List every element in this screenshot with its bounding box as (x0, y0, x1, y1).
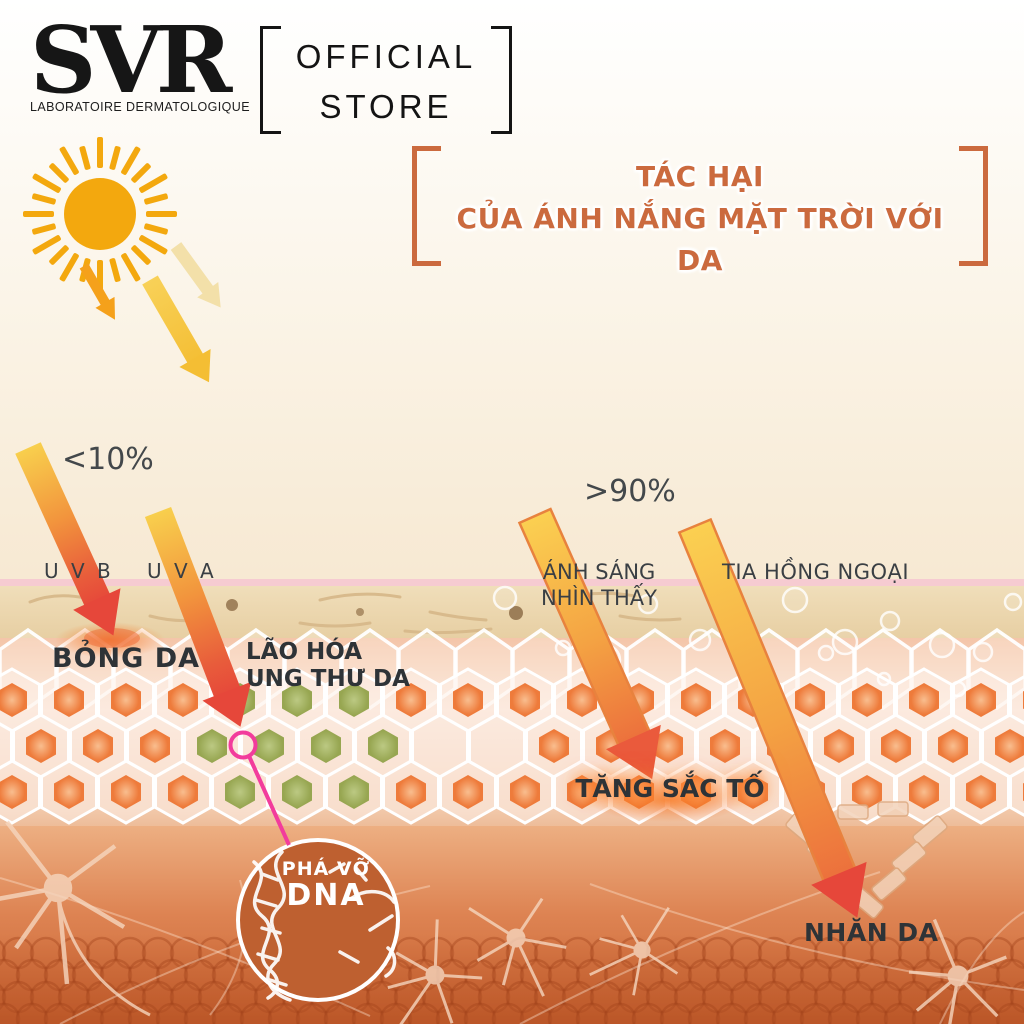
visible-light-label: ÁNH SÁNG NHÌN THẤY (524, 559, 674, 612)
title-text: TÁC HẠI CỦA ÁNH NẮNG MẶT TRỜI VỚI DA (438, 156, 962, 282)
title-left-bracket (412, 146, 441, 266)
fibroblast-cells (0, 822, 1019, 1024)
infographic-title: TÁC HẠI CỦA ÁNH NẮNG MẶT TRỜI VỚI DA (412, 146, 988, 277)
pigment-glow (588, 778, 748, 822)
brand-name: SVR (30, 6, 232, 114)
infrared-label: TIA HỒNG NGOẠI (722, 560, 910, 584)
badge-right-bracket (491, 26, 512, 134)
dna-helix (252, 850, 397, 1002)
title-right-bracket (959, 146, 988, 266)
brand-logo: SVR LABORATOIRE DERMATOLOGIQUE (30, 14, 250, 114)
aging-line1: LÃO HÓA (246, 639, 362, 665)
dna-break-circle (236, 838, 400, 1002)
epidermis-cell-grid (0, 667, 1024, 825)
badge-left-bracket (260, 26, 281, 134)
uvb-arrow (15, 442, 121, 636)
title-line2: CỦA ÁNH NẮNG MẶT TRỜI VỚI DA (456, 202, 944, 277)
sun-icon (23, 137, 221, 383)
uvb-label: U V B (44, 559, 114, 583)
cell-callout-marker (228, 730, 291, 846)
aging-cancer-label: LÃO HÓA UNG THƯ DA (246, 639, 410, 693)
aging-line2: UNG THƯ DA (246, 666, 410, 693)
dna-break-line2: DNA (286, 878, 366, 913)
infrared-arrow (677, 517, 867, 918)
badge-line2: STORE (319, 87, 453, 125)
brand-subtitle: LABORATOIRE DERMATOLOGIQUE (30, 100, 250, 114)
skin-surface-line (0, 579, 1024, 586)
wrinkle-label: NHĂN DA (804, 918, 939, 947)
visible-percentage-label: >90% (584, 474, 676, 509)
badge-text: OFFICIAL STORE (260, 32, 512, 131)
dna-break-label: PHÁ VỠ DNA (256, 858, 396, 913)
dermis-band (0, 801, 1024, 1024)
pigmentation-label: TĂNG SẮC TỐ (575, 774, 765, 803)
visible-light-line1: ÁNH SÁNG (542, 560, 656, 584)
sunburn-glow (55, 622, 165, 658)
sunburn-glow-core (84, 628, 140, 648)
title-line1: TÁC HẠI (636, 160, 764, 193)
burn-label: BỎNG DA (52, 643, 200, 674)
uva-label: U V A (147, 559, 217, 583)
official-store-badge: OFFICIAL STORE (260, 26, 512, 134)
visible-light-line2: NHÌN THẤY (541, 586, 657, 611)
dna-break-line1: PHÁ VỠ (281, 858, 371, 880)
uva-arrow (144, 506, 252, 727)
hypodermis-scales (0, 936, 1024, 1024)
sun-ray-arrows (79, 242, 221, 383)
visible-light-arrow (517, 507, 661, 780)
uvb-percentage-label: <10% (62, 442, 154, 477)
badge-line1: OFFICIAL (295, 38, 477, 75)
